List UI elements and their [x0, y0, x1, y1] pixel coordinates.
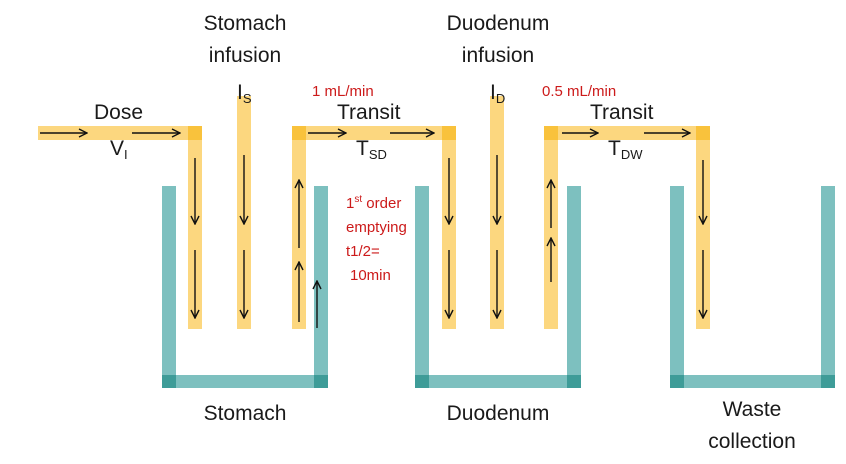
transit-dw-tube	[544, 126, 710, 329]
transit-dw-rate: 0.5 mL/min	[542, 83, 616, 100]
duodenum-vessel	[415, 186, 581, 388]
half-life-label: t1/2=	[346, 243, 380, 260]
dose-label: Dose	[94, 101, 143, 124]
duodenum-infusion-label-line1: Duodenum	[447, 12, 550, 35]
dose-variable: VI	[110, 137, 128, 162]
duodenum-vessel-label: Duodenum	[447, 402, 550, 425]
waste-collection-vessel	[670, 186, 835, 388]
transit-dw-variable: TDW	[608, 137, 643, 162]
stomach-vessel-label: Stomach	[204, 402, 287, 425]
stomach-infusion-label-line2: infusion	[209, 44, 281, 67]
emptying-label: emptying	[346, 219, 407, 236]
transit-sd-rate: 1 mL/min	[312, 83, 374, 100]
stomach-infusion-variable: IS	[237, 81, 252, 106]
transit-sd-variable: TSD	[356, 137, 387, 162]
emptying-order-label: 1st order	[346, 194, 401, 212]
waste-vessel-label-line2: collection	[708, 430, 796, 453]
transit-dw-label: Transit	[590, 101, 654, 124]
waste-vessel-label-line1: Waste	[723, 398, 782, 421]
duodenum-infusion-label-line2: infusion	[462, 44, 534, 67]
stomach-infusion-label-line1: Stomach	[204, 12, 287, 35]
flow-arrows	[40, 133, 703, 328]
duodenum-infusion-variable: ID	[490, 81, 505, 106]
half-life-value: 10min	[350, 267, 391, 284]
transit-sd-label: Transit	[337, 101, 401, 124]
